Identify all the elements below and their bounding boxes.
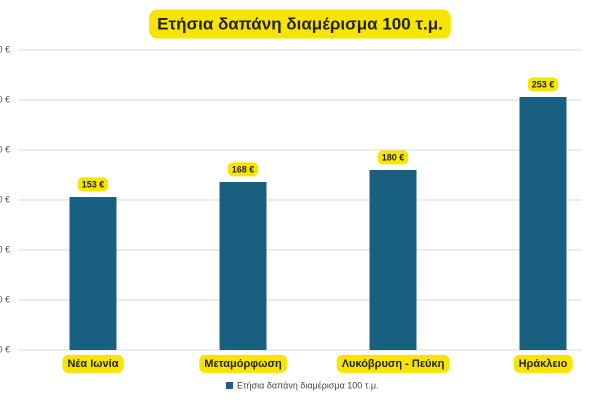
data-label: 253 € <box>532 79 555 89</box>
x-tick-label: Λυκόβρυση - Πεύκη <box>342 358 445 370</box>
y-tick-label: 50 € <box>0 294 10 304</box>
data-label: 168 € <box>232 164 255 174</box>
label-highlight <box>527 77 559 92</box>
bar <box>69 197 117 350</box>
y-tick-label: 250 € <box>0 94 10 104</box>
label-highlight <box>513 354 573 373</box>
label-highlight <box>199 354 287 373</box>
chart-title: Ετήσια δαπάνη διαμέρισμα 100 τ.μ. <box>157 14 443 33</box>
x-tick-label: Ηράκλειο <box>519 358 568 370</box>
x-tick-label: Νέα Ιωνία <box>67 358 118 370</box>
y-tick-label: 300 € <box>0 44 10 54</box>
label-highlight <box>336 354 450 373</box>
bar <box>219 182 267 350</box>
legend-label: Ετήσια δαπάνη διαμέρισμα 100 τ.μ. <box>237 380 379 390</box>
label-highlight <box>62 354 124 373</box>
y-tick-label: 0 € <box>0 344 10 354</box>
label-highlight <box>227 162 259 177</box>
y-tick-label: 200 € <box>0 144 10 154</box>
bar <box>369 170 417 350</box>
data-label: 180 € <box>382 152 405 162</box>
label-highlight <box>77 177 109 192</box>
label-highlight <box>377 150 409 165</box>
data-label: 153 € <box>82 179 105 189</box>
bar <box>519 97 567 350</box>
y-tick-label: 150 € <box>0 194 10 204</box>
legend-swatch <box>226 382 233 389</box>
x-tick-label: Μεταμόρφωση <box>204 358 282 370</box>
label-highlight <box>149 9 451 39</box>
y-tick-label: 100 € <box>0 244 10 254</box>
label-backgrounds <box>62 9 573 373</box>
